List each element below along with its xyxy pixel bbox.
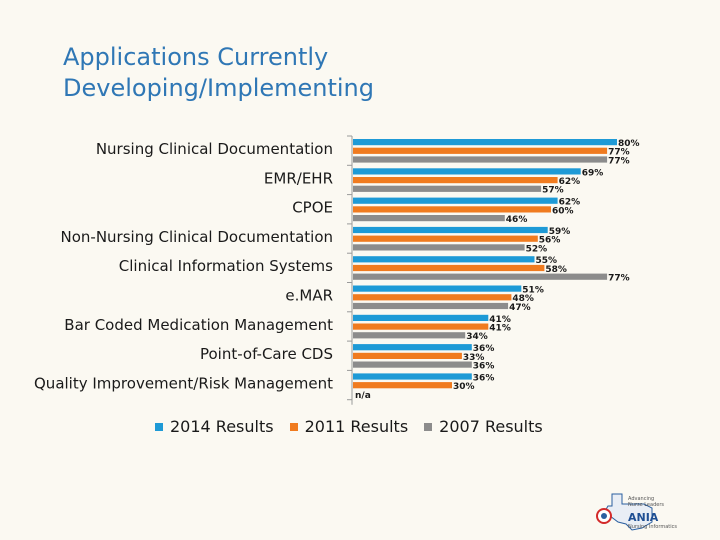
bar-2014-4 [353,256,535,263]
bar-2011-6 [353,323,489,330]
logo-text-4: Nursing Informatics [628,524,677,530]
category-label: Non-Nursing Clinical Documentation [61,228,333,246]
organization-logo: Advancing Nurse Leaders ANIA Nursing Inf… [596,493,677,531]
legend-item-2014: 2014 Results [155,417,274,436]
bar-2011-4 [353,264,545,272]
data-label: 46% [506,215,528,225]
data-labels: 80%77%77%69%62%57%62%60%46%59%56%52%55%5… [355,139,640,401]
bar-2007-0 [353,156,608,163]
legend-item-2011: 2011 Results [289,417,409,436]
bar-2007-7 [353,361,472,368]
category-label: Nursing Clinical Documentation [96,140,333,158]
bar-2014-3 [353,226,548,234]
logo-text-3: ANIA [628,511,659,524]
data-label: 57% [542,186,564,196]
bar-2007-2 [353,215,505,222]
data-label: 47% [509,303,531,313]
bar-2007-3 [353,244,525,251]
data-label: 36% [473,373,495,383]
category-labels: Nursing Clinical Documentation EMR/EHR CPO… [34,140,333,392]
bar-2011-2 [353,206,551,213]
bar-2011-0 [353,147,608,154]
legend-label-2011: 2011 Results [304,417,409,436]
data-label: 41% [489,324,511,334]
data-label: 55% [536,256,558,266]
data-label: 34% [466,332,488,342]
bar-2011-1 [353,177,558,184]
data-label: 80% [618,139,640,149]
chart-legend: 2014 Results 2011 Results 2007 Results [155,417,559,436]
category-label: CPOE [292,199,333,217]
legend-label-2007: 2007 Results [439,417,543,436]
data-label: 30% [453,382,475,392]
seal-inner-icon [601,513,607,519]
data-label: 77% [608,156,630,166]
chart-title-line-1: Applications Currently [63,43,329,71]
bar-2007-5 [353,302,509,310]
chart-bars [353,139,617,389]
data-label: 77% [608,274,630,284]
bar-2011-7 [353,352,462,359]
chart-title: Applications Currently Developing/Implem… [63,42,483,104]
bar-2007-4 [353,273,608,280]
category-label: EMR/EHR [264,169,333,187]
data-label: 36% [473,344,495,354]
bar-2011-5 [353,294,512,301]
data-label: 77% [608,148,630,158]
category-label: Quality Improvement/Risk Management [34,374,333,392]
category-label: e.MAR [285,287,333,305]
bar-2011-3 [353,235,538,242]
bar-2014-8 [353,373,472,380]
bar-2014-1 [353,168,581,175]
data-label: 52% [526,244,548,254]
data-label: 36% [473,362,495,372]
data-label: 56% [539,236,561,246]
logo-text-2: Nurse Leaders [628,502,664,508]
data-label: 48% [512,294,534,304]
data-label: 62% [559,198,581,208]
data-label: 33% [463,353,485,363]
data-label: 51% [522,286,544,296]
bar-2014-5 [353,285,522,292]
bar-2014-6 [353,314,489,321]
bar-2014-7 [353,344,472,351]
bar-2014-0 [353,139,617,146]
logo-text-1: Advancing [628,496,654,502]
legend-swatch-2014 [155,422,163,431]
data-label: 59% [549,227,571,237]
bar-2011-8 [353,382,452,389]
category-label: Point-of-Care CDS [200,345,333,363]
chart-title-line-2: Developing/Implementing [63,74,375,102]
data-label: 60% [552,206,574,216]
bar-2014-2 [353,197,558,204]
legend-swatch-2011 [289,422,298,431]
legend-label-2014: 2014 Results [170,417,274,436]
legend-swatch-2007 [424,422,433,431]
data-label: 41% [489,315,511,325]
bar-2007-1 [353,185,542,192]
data-label: 58% [545,265,567,275]
category-label: Clinical Information Systems [119,257,333,275]
data-label: n/a [355,391,371,401]
data-label: 69% [582,168,604,178]
bar-2007-6 [353,332,466,339]
chart-axis [347,135,353,405]
data-label: 62% [559,177,581,187]
category-label: Bar Coded Medication Management [64,316,333,334]
legend-item-2007: 2007 Results [424,417,543,436]
